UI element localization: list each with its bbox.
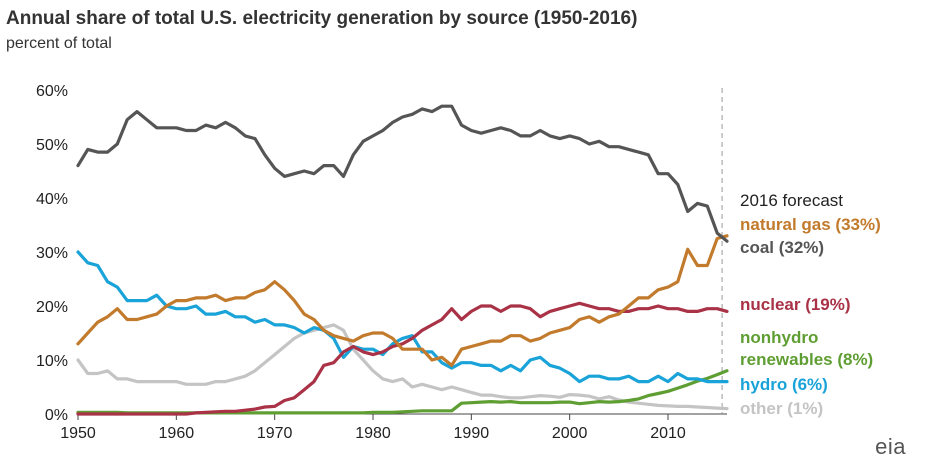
- series-line-coal: [76, 104, 729, 243]
- x-tick-label: 1950: [60, 425, 96, 442]
- y-tick-label: 30%: [36, 245, 68, 262]
- x-tick-label: 1990: [454, 425, 490, 442]
- series-line-natural-gas: [76, 234, 729, 367]
- series-label-other: other (1%): [740, 399, 823, 418]
- y-tick-label: 20%: [36, 299, 68, 316]
- x-tick-label: 2010: [650, 425, 686, 442]
- series-line-nuclear: [76, 301, 729, 416]
- x-tick-label: 1980: [355, 425, 391, 442]
- x-tick-label: 2000: [552, 425, 588, 442]
- y-tick-label: 0%: [45, 407, 68, 424]
- x-tick-label: 1960: [159, 425, 195, 442]
- x-tick-label: 1970: [257, 425, 293, 442]
- series-label-nuclear: nuclear (19%): [740, 295, 851, 314]
- series-label-coal: coal (32%): [740, 238, 824, 257]
- y-tick-label: 10%: [36, 353, 68, 370]
- chart-title: Annual share of total U.S. electricity g…: [6, 8, 638, 29]
- series-label-hydro: hydro (6%): [740, 375, 828, 394]
- chart-subtitle: percent of total: [6, 35, 112, 52]
- forecast-label: 2016 forecast: [740, 191, 843, 210]
- series-line-hydro: [76, 250, 729, 384]
- y-tick-label: 60%: [36, 83, 68, 100]
- series-label-nonhydro-renewables-cont: renewables (8%): [740, 350, 873, 369]
- y-tick-label: 50%: [36, 137, 68, 154]
- eia-logo: eia: [875, 434, 906, 459]
- series-label-nonhydro-renewables: nonhydro: [740, 328, 818, 347]
- y-tick-label: 40%: [36, 191, 68, 208]
- series-label-natural-gas: natural gas (33%): [740, 215, 881, 234]
